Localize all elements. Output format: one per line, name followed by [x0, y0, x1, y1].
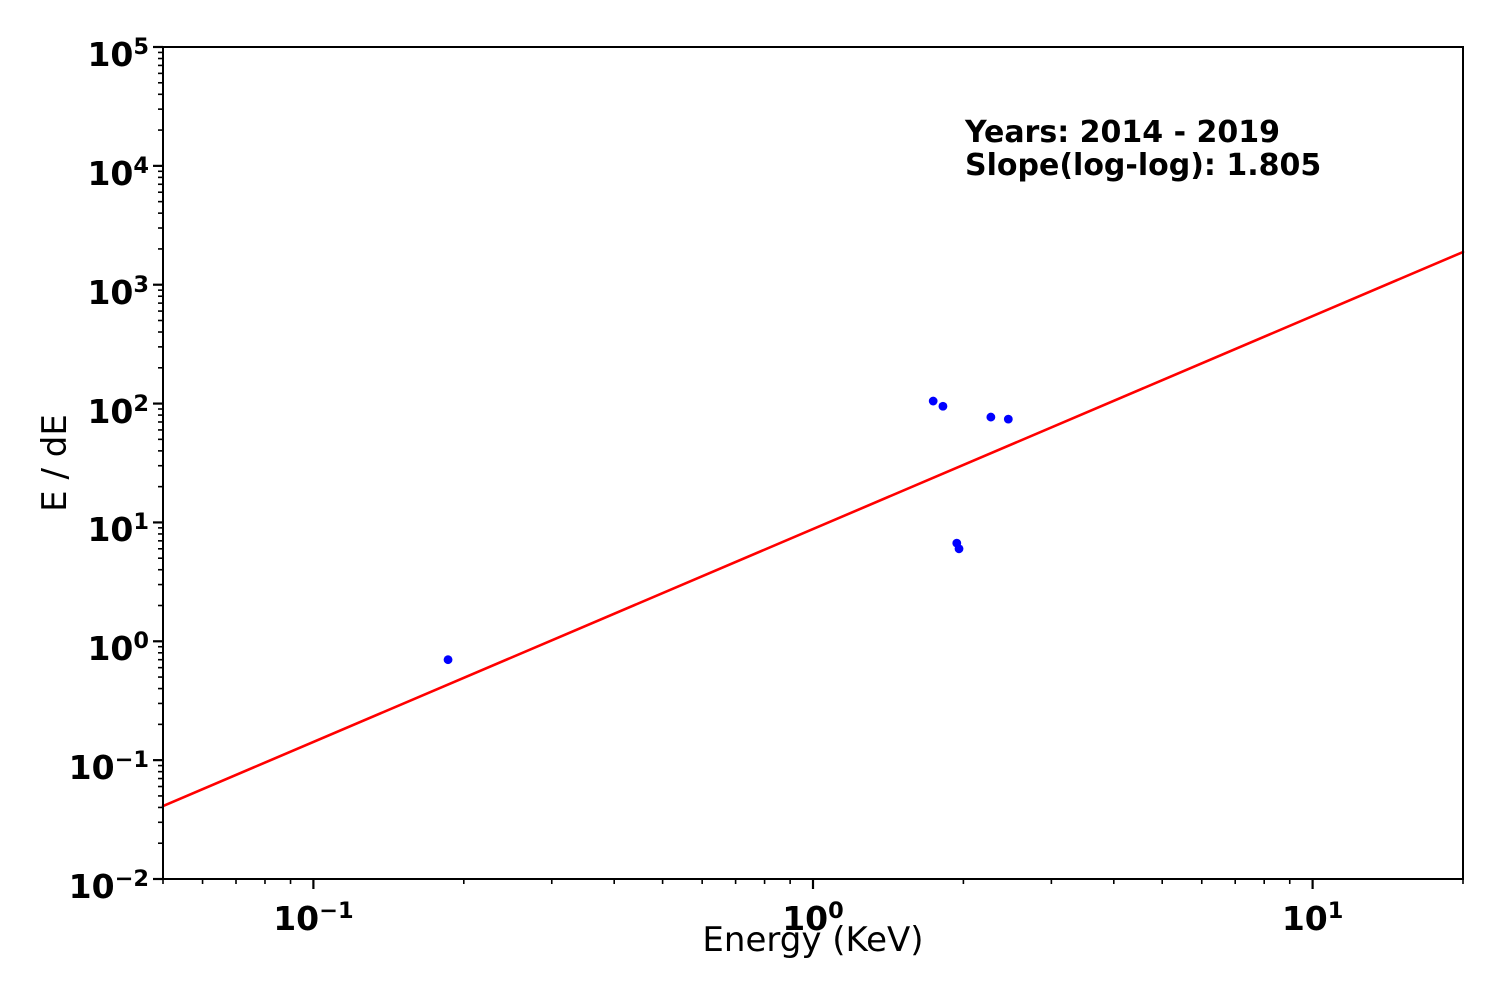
- y-tick-label: 103: [87, 271, 149, 312]
- y-tick-label: 105: [87, 34, 149, 74]
- data-point: [928, 396, 938, 406]
- data-point: [1003, 414, 1013, 424]
- y-tick-label: 102: [87, 390, 149, 431]
- data-point: [954, 544, 964, 554]
- annotation-slope-line: Slope(log-log): 1.805: [965, 148, 1322, 183]
- data-point: [443, 655, 453, 665]
- y-tick-label: 104: [87, 152, 149, 193]
- power-law-fit-line: [161, 250, 1465, 808]
- y-tick-label: 10−2: [68, 866, 149, 906]
- annotation-years-line: Years: 2014 - 2019: [965, 115, 1280, 150]
- y-tick-label: 10−1: [68, 747, 149, 788]
- x-tick-label: 10−1: [273, 898, 354, 938]
- y-axis-label: E / dE: [35, 414, 75, 512]
- plot-border: [162, 46, 1464, 880]
- data-point: [986, 412, 996, 422]
- x-tick-label: 101: [1281, 898, 1344, 938]
- x-axis-label: Energy (KeV): [702, 920, 924, 960]
- y-tick-label: 101: [87, 509, 149, 550]
- y-tick-label: 100: [87, 628, 149, 669]
- annotation: Years: 2014 - 2019 Slope(log-log): 1.805: [965, 116, 1321, 182]
- x-tick-label: 100: [782, 898, 844, 938]
- data-point: [938, 401, 948, 411]
